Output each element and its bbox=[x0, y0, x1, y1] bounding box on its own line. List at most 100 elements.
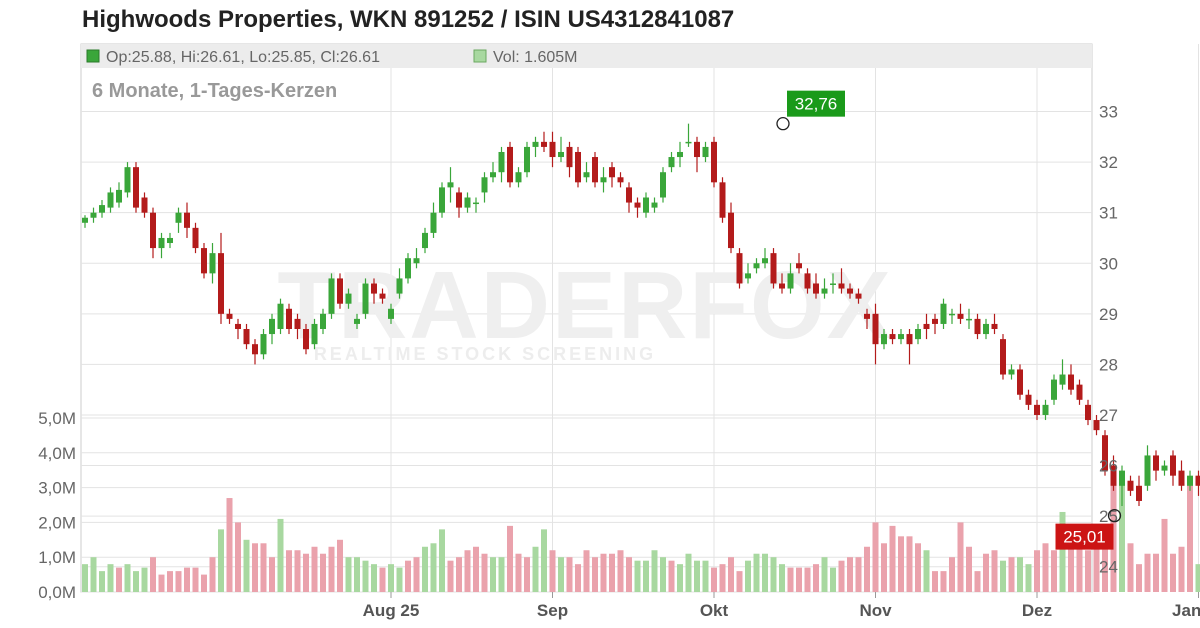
candle-body bbox=[668, 157, 675, 168]
candle-body bbox=[447, 182, 454, 188]
candle-body bbox=[218, 253, 224, 314]
volume-bar bbox=[124, 564, 131, 592]
time-tick-label: Sep bbox=[537, 601, 568, 620]
candle-body bbox=[430, 212, 437, 233]
candle-body bbox=[388, 308, 394, 319]
time-tick-label: Okt bbox=[700, 601, 729, 620]
volume-bar bbox=[362, 560, 369, 592]
volume-tick-label: 2,0M bbox=[38, 513, 76, 532]
volume-bar bbox=[524, 557, 530, 592]
volume-bar bbox=[558, 557, 564, 592]
candle-body bbox=[643, 197, 649, 213]
candle-body bbox=[932, 318, 938, 324]
high-badge bbox=[787, 90, 845, 117]
candle-body bbox=[133, 167, 139, 208]
candle-body bbox=[405, 258, 411, 279]
volume-bar bbox=[532, 546, 539, 592]
candle-body bbox=[532, 141, 539, 147]
candle-body bbox=[651, 202, 658, 208]
volume-bar bbox=[1008, 557, 1015, 592]
candle-body bbox=[422, 232, 428, 249]
volume-bar bbox=[320, 553, 326, 592]
candle-body bbox=[855, 293, 862, 299]
candle-body bbox=[898, 334, 904, 340]
candle-body bbox=[923, 323, 930, 329]
volume-bar bbox=[371, 564, 377, 592]
candle-body bbox=[770, 253, 777, 284]
candle-body bbox=[736, 253, 743, 284]
candle-body bbox=[345, 293, 352, 304]
volume-bar bbox=[515, 553, 522, 592]
extreme-markers: 32,76 25,01 bbox=[776, 90, 1122, 550]
candle-body bbox=[260, 334, 267, 355]
volume-bar bbox=[651, 550, 658, 592]
candle-body bbox=[473, 202, 479, 205]
candle-body bbox=[991, 323, 998, 329]
candle-body bbox=[1119, 470, 1125, 486]
candle-body bbox=[413, 258, 420, 264]
candle-body bbox=[396, 278, 403, 294]
candle-body bbox=[286, 308, 292, 329]
volume-bar bbox=[1170, 553, 1176, 592]
volume-bar bbox=[694, 560, 700, 592]
candle-body bbox=[1187, 475, 1193, 486]
volume-bar bbox=[702, 560, 709, 592]
volume-bar bbox=[243, 539, 250, 592]
ohlc-readout: Op:25.88, Hi:26.61, Lo:25.85, Cl:26.61 bbox=[106, 49, 380, 66]
volume-bar bbox=[1136, 564, 1142, 592]
volume-bar bbox=[753, 553, 760, 592]
candle-body bbox=[464, 197, 471, 208]
candle-body bbox=[116, 189, 122, 203]
volume-bar bbox=[1068, 546, 1074, 592]
candle-body bbox=[226, 313, 233, 319]
candle-body bbox=[99, 205, 105, 213]
candle-body bbox=[558, 151, 564, 158]
volume-bar bbox=[430, 543, 437, 592]
volume-bar bbox=[719, 564, 726, 592]
candle-body bbox=[864, 313, 870, 319]
volume-bar bbox=[481, 553, 488, 592]
volume-bar bbox=[99, 571, 105, 592]
volume-bar bbox=[575, 564, 581, 592]
volume-bar bbox=[107, 564, 114, 592]
candle-body bbox=[311, 323, 318, 345]
candle-body bbox=[524, 146, 530, 173]
candle-body bbox=[1127, 480, 1134, 491]
volume-bar bbox=[872, 522, 879, 592]
volume-bar bbox=[634, 560, 641, 592]
price-tick-label: 33 bbox=[1099, 103, 1118, 122]
candle-body bbox=[813, 283, 819, 294]
volume-bar bbox=[541, 529, 547, 592]
watermark-brand: TRADERFOX bbox=[277, 252, 892, 359]
price-tick-label: 31 bbox=[1099, 204, 1118, 223]
volume-bar bbox=[167, 571, 173, 592]
candle-body bbox=[1102, 435, 1108, 471]
candle-body bbox=[1025, 394, 1032, 405]
candle-body bbox=[192, 227, 199, 249]
volume-bar bbox=[184, 567, 190, 592]
volume-bar bbox=[643, 560, 649, 592]
volume-bar bbox=[906, 536, 913, 592]
volume-bar bbox=[1178, 546, 1185, 592]
candle-body bbox=[1144, 455, 1151, 486]
candle-body bbox=[762, 258, 768, 264]
price-tick-label: 29 bbox=[1099, 305, 1118, 324]
volume-bar bbox=[1127, 543, 1134, 592]
candle-body bbox=[1170, 455, 1176, 476]
volume-bar bbox=[549, 550, 556, 592]
candle-body bbox=[235, 323, 241, 329]
candle-body bbox=[949, 313, 955, 316]
candles bbox=[82, 123, 1200, 507]
candle-body bbox=[167, 237, 173, 244]
candle-body bbox=[1000, 339, 1006, 375]
volume-bar bbox=[983, 553, 989, 592]
volume-bar bbox=[260, 543, 267, 592]
volume-bar bbox=[82, 564, 88, 592]
volume-bar bbox=[855, 557, 862, 592]
low-badge bbox=[1055, 523, 1114, 550]
candle-body bbox=[1153, 455, 1159, 471]
candle-body bbox=[566, 146, 573, 168]
volume-bar bbox=[1187, 480, 1193, 592]
volume-bar bbox=[286, 550, 292, 592]
